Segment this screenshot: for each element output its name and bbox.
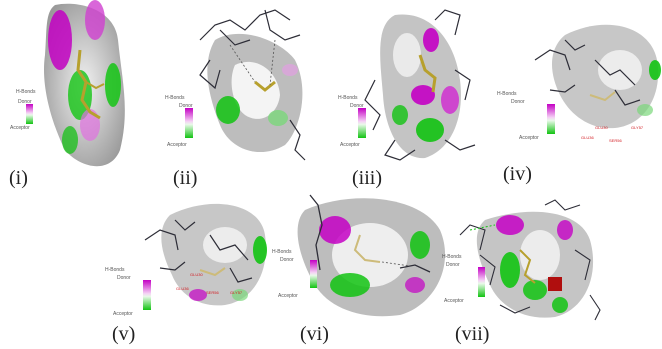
legend-donor-label: Donor [446, 262, 460, 268]
panel-numeral: (v) [112, 323, 136, 345]
panel-vii: H-Bonds Donor Acceptor (vii) [440, 195, 662, 349]
legend-title: H-Bonds [497, 91, 517, 97]
panel-numeral: (ii) [173, 167, 198, 189]
molecular-surface-image-vii [459, 199, 601, 321]
panel-numeral: (vii) [455, 323, 490, 345]
residue-label: GLY57 [631, 125, 644, 130]
panel-iv: H-Bonds Donor Acceptor GLU30 GLU36 SER56… [495, 0, 662, 190]
legend-title: H-Bonds [16, 89, 36, 95]
legend-title: H-Bonds [442, 254, 462, 260]
panel-numeral: (iv) [503, 163, 532, 185]
panel-v: H-Bonds Donor Acceptor GLU30 GLU36 SER56… [100, 190, 290, 349]
residue-label: GLU36 [581, 135, 594, 140]
molecular-surface-image-iii [364, 9, 476, 161]
panel-iii: H-Bonds Donor Acceptor (iii) [335, 0, 495, 195]
legend-title: H-Bonds [272, 249, 292, 255]
legend-title: H-Bonds [338, 95, 358, 101]
molecular-surface-image-iv [534, 24, 661, 129]
legend-title: H-Bonds [165, 95, 185, 101]
legend-acceptor-label: Acceptor [10, 125, 30, 131]
molecular-surface-image-vi [297, 194, 446, 317]
panel-numeral: (i) [9, 167, 28, 189]
legend-acceptor-label: Acceptor [340, 142, 360, 148]
panel-vi: H-Bonds Donor Acceptor (vi) [270, 190, 455, 349]
molecular-surface-image-ii [199, 9, 306, 161]
molecular-surface-image-i [44, 0, 125, 167]
residue-label: SER56 [206, 290, 219, 295]
legend-color-bar [26, 104, 33, 124]
legend-color-bar [358, 108, 366, 138]
residue-label: SER56 [609, 138, 622, 143]
residue-label: GLU30 [595, 125, 608, 130]
legend-acceptor-label: Acceptor [167, 142, 187, 148]
legend-donor-label: Donor [280, 257, 294, 263]
panel-i: H-Bonds Donor Acceptor (i) [0, 0, 150, 190]
legend-color-bar [185, 108, 193, 138]
molecular-surface-image-v [144, 203, 267, 306]
legend-donor-label: Donor [179, 103, 193, 109]
panel-numeral: (iii) [352, 167, 382, 189]
legend-color-bar [143, 280, 151, 310]
legend-donor-label: Donor [117, 275, 131, 281]
residue-label: GLY57 [230, 290, 243, 295]
panel-numeral: (vi) [300, 323, 329, 345]
legend-donor-label: Donor [511, 99, 525, 105]
panel-ii: H-Bonds Donor Acceptor (ii) [160, 0, 330, 195]
legend-color-bar [478, 267, 485, 297]
residue-label: GLU30 [190, 272, 203, 277]
legend-donor-label: Donor [350, 103, 364, 109]
legend-donor-label: Donor [18, 99, 32, 105]
legend-acceptor-label: Acceptor [113, 311, 133, 317]
legend-acceptor-label: Acceptor [278, 293, 298, 299]
legend-color-bar [547, 104, 555, 134]
residue-label: GLU36 [176, 286, 189, 291]
legend-acceptor-label: Acceptor [444, 298, 464, 304]
legend-color-bar [310, 260, 317, 288]
legend-title: H-Bonds [105, 267, 125, 273]
legend-acceptor-label: Acceptor [519, 135, 539, 141]
